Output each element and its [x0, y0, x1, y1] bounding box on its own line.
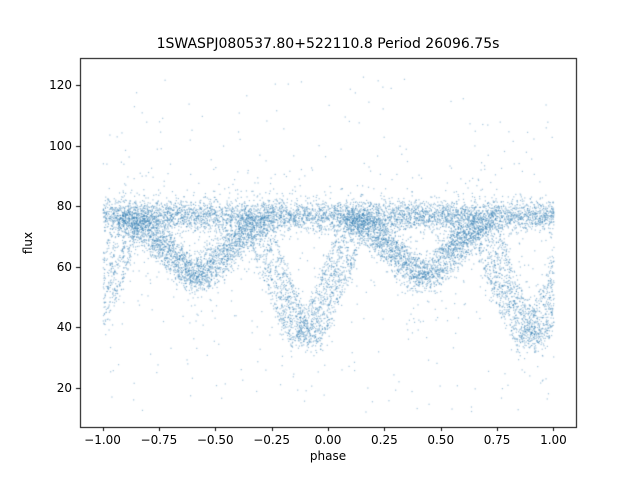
x-tick-label: 0.00 — [314, 433, 342, 447]
x-tick-label: −1.00 — [84, 433, 121, 447]
x-tick-label: 1.00 — [540, 433, 567, 447]
x-tick-label: 0.75 — [483, 433, 511, 447]
y-tick-label: 60 — [56, 259, 72, 274]
y-tick-label: 120 — [49, 78, 72, 93]
x-axis-label: phase — [309, 449, 347, 463]
x-tick-label: 0.25 — [371, 433, 398, 447]
x-tick-label: −0.25 — [253, 433, 291, 447]
x-tick-label: −0.75 — [140, 433, 178, 447]
y-tick-label: 80 — [56, 199, 72, 214]
y-tick-label: 20 — [56, 380, 72, 395]
x-tick-label: −0.50 — [196, 433, 234, 447]
chart-title: 1SWASPJ080537.80+522110.8 Period 26096.7… — [156, 36, 500, 52]
y-tick-label: 100 — [49, 138, 72, 153]
y-tick-label: 40 — [56, 320, 72, 335]
x-tick-label: 0.50 — [427, 433, 455, 447]
y-axis-label: flux — [21, 231, 35, 254]
